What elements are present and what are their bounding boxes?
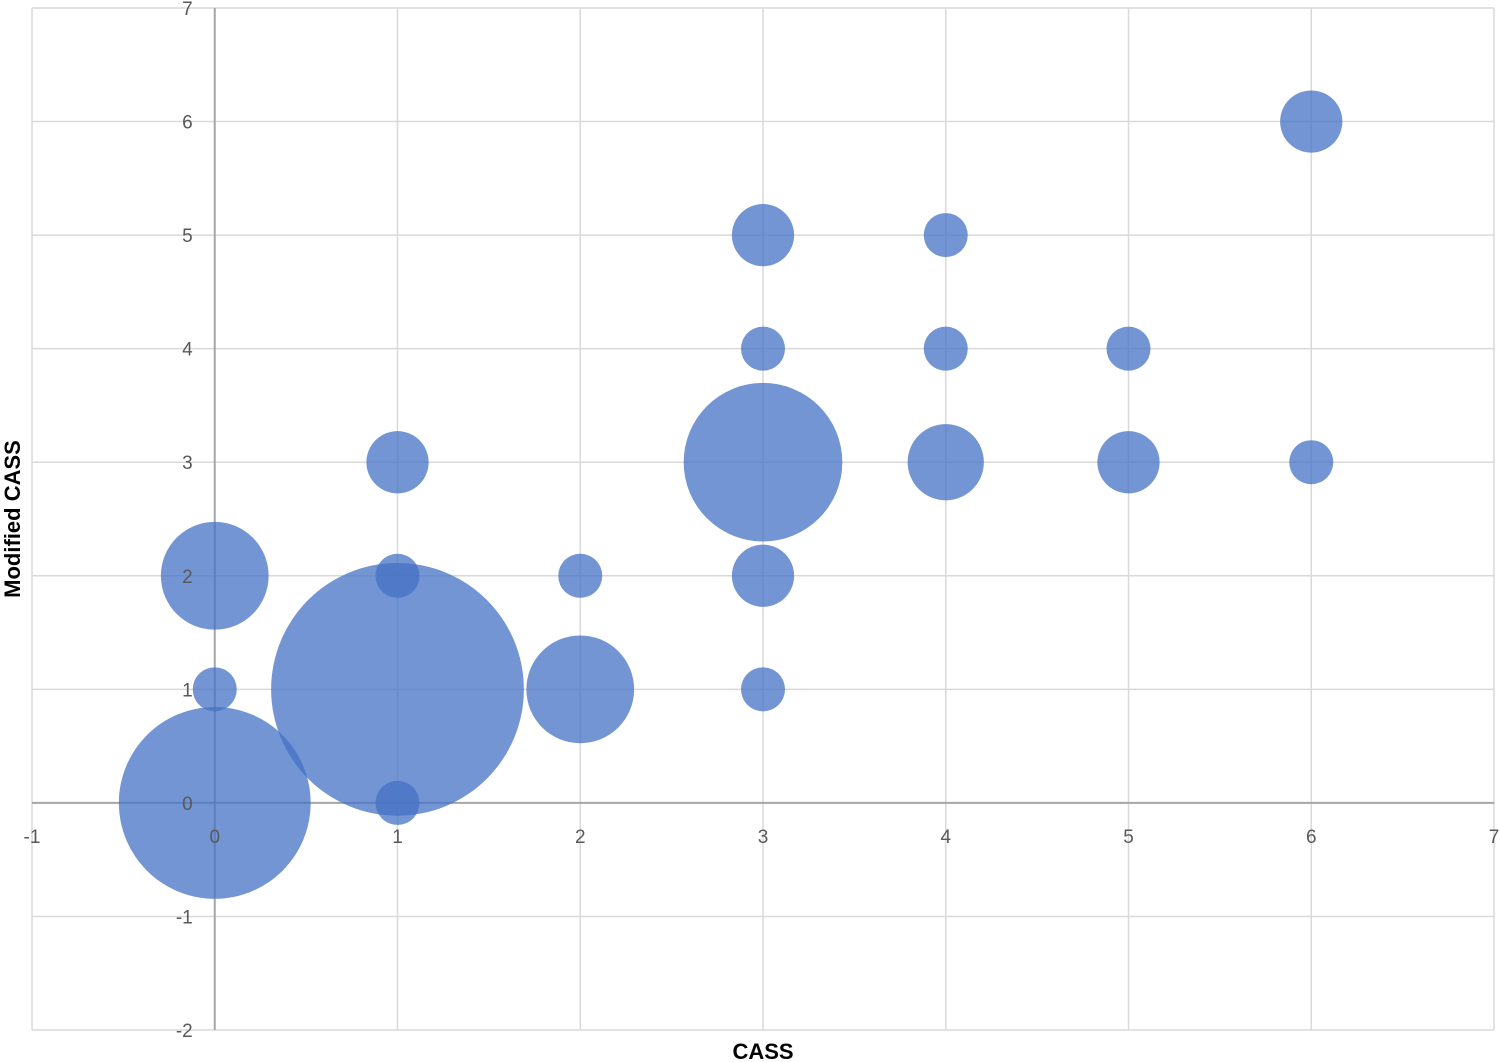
x-tick-label: 4 — [940, 827, 951, 848]
x-tick-label: 2 — [575, 827, 586, 848]
bubble-6-3 — [1289, 440, 1334, 485]
y-tick-label: 5 — [182, 226, 193, 247]
bubble-5-4 — [1106, 326, 1151, 371]
x-tick-label: 6 — [1306, 827, 1317, 848]
bubble-3-3 — [683, 382, 843, 542]
bubble-2-2 — [558, 553, 603, 598]
y-tick-label: 0 — [182, 794, 193, 815]
bubble-1-1 — [271, 562, 524, 816]
bubble-1-2 — [375, 553, 420, 598]
y-tick-label: 3 — [182, 453, 193, 474]
bubble-0-0 — [118, 706, 311, 899]
y-tick-label: 4 — [182, 340, 193, 361]
y-tick-label: 1 — [182, 680, 193, 701]
x-tick-label: 1 — [392, 827, 403, 848]
bubble-0-2 — [160, 521, 269, 630]
y-tick-label: -1 — [176, 907, 193, 928]
tick-labels: -1 0 1 2 3 4 5 6 7 -2 -1 0 1 2 3 4 5 6 7 — [24, 0, 1500, 1042]
bubble-1-3 — [366, 431, 429, 494]
x-tick-label: 3 — [758, 827, 769, 848]
bubble-3-1 — [741, 667, 785, 712]
bubble-2-1 — [526, 635, 635, 744]
y-tick-label: 7 — [182, 0, 193, 20]
bubble-6-6 — [1280, 90, 1343, 153]
bubble-3-2 — [731, 544, 795, 607]
y-tick-label: -2 — [176, 1021, 193, 1042]
x-tick-label: 5 — [1123, 827, 1134, 848]
bubble-3-4 — [741, 326, 785, 371]
y-tick-label: 6 — [182, 113, 193, 134]
bubble-4-5 — [923, 213, 968, 258]
y-tick-label: 2 — [182, 567, 193, 588]
x-tick-label: 0 — [209, 827, 220, 848]
bubble-4-3 — [907, 424, 984, 501]
bubbles — [118, 90, 1343, 899]
x-tick-label: 7 — [1489, 827, 1500, 848]
bubble-3-5 — [731, 203, 795, 267]
bubble-0-1 — [192, 667, 237, 712]
x-tick-label: -1 — [24, 827, 41, 848]
bubble-5-3 — [1097, 431, 1160, 494]
x-axis-title: CASS — [732, 1039, 793, 1062]
bubble-4-4 — [923, 326, 968, 371]
y-axis-title: Modified CASS — [0, 440, 25, 598]
